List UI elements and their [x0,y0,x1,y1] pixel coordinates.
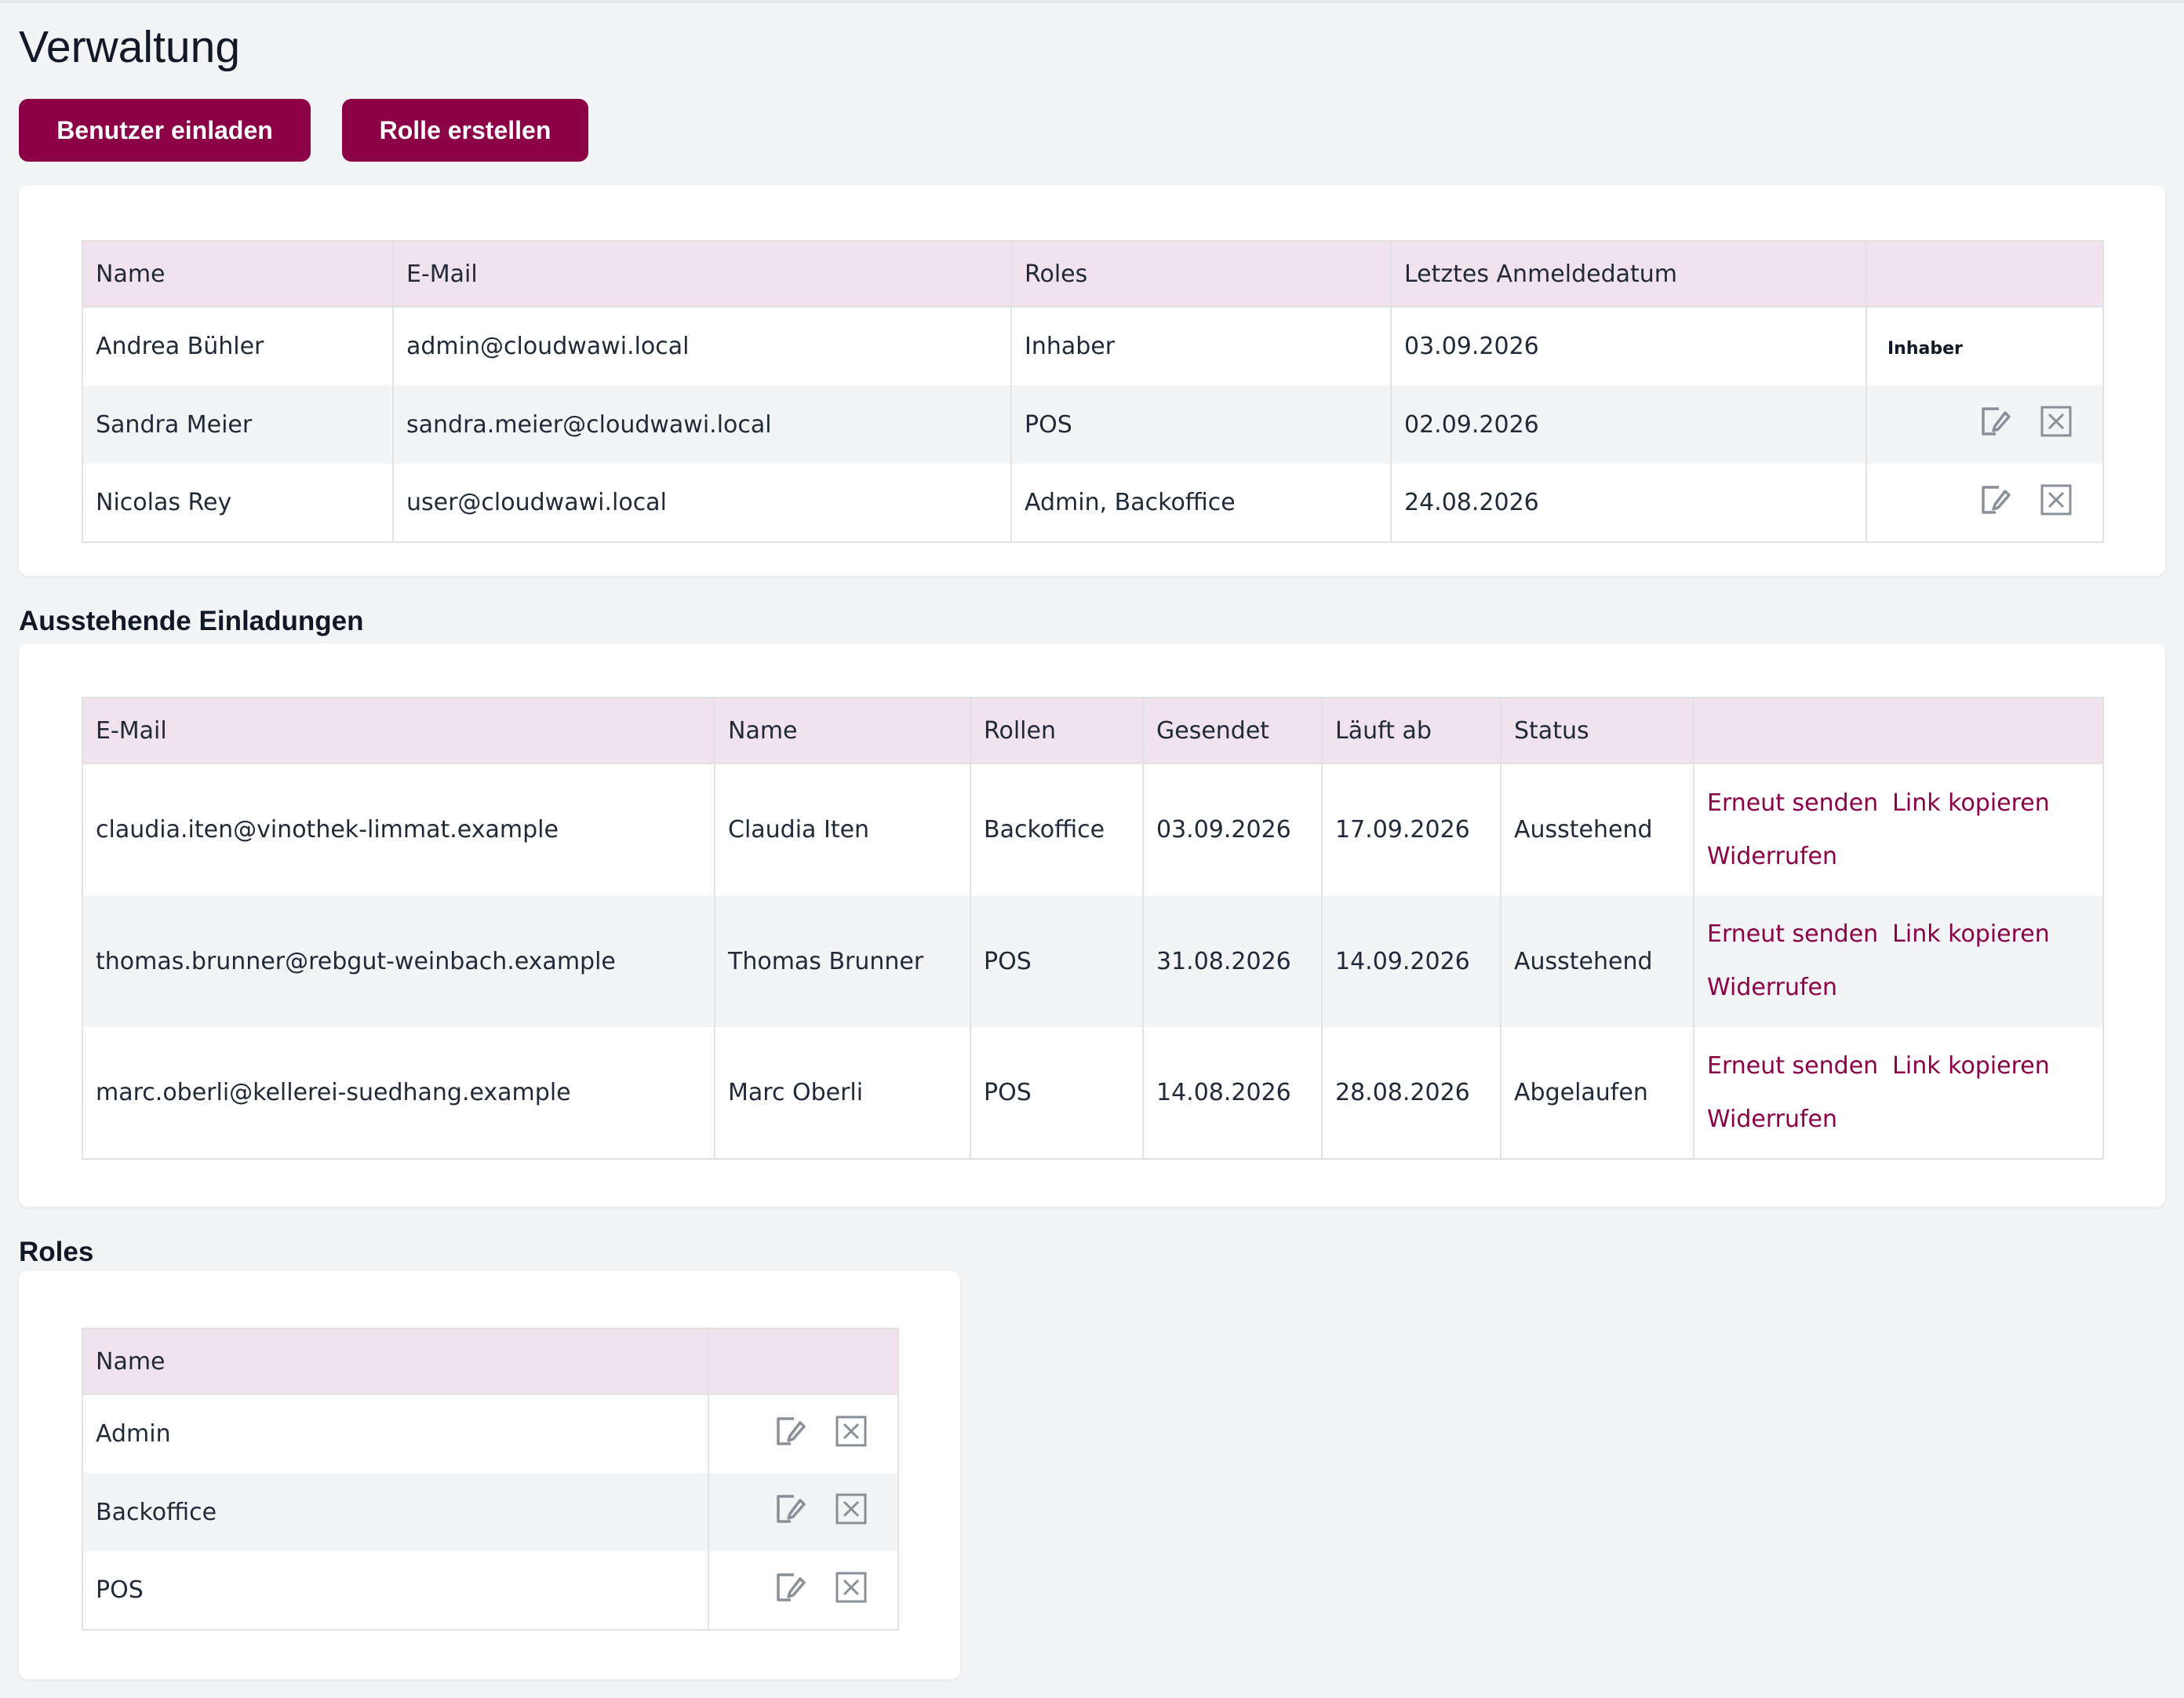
column-header-last-login: Letztes Anmeldedatum [1390,240,1867,308]
column-header-name: Name [714,697,971,764]
copy-link[interactable]: Link kopieren [1892,920,2050,948]
invitation-roles: POS [970,895,1144,1027]
user-last-login: 24.08.2026 [1390,464,1867,543]
copy-link[interactable]: Link kopieren [1892,1051,2050,1080]
delete-icon[interactable] [835,1571,868,1610]
column-header-email: E-Mail [392,240,1012,308]
column-header-name: Name [82,240,394,308]
revoke-link[interactable]: Widerrufen [1707,842,1838,870]
invitation-actions: Erneut senden Link kopieren Widerrufen [1693,895,2104,1027]
column-header-sent: Gesendet [1142,697,1323,764]
column-header-name: Name [82,1328,709,1395]
user-name: Sandra Meier [82,385,394,464]
role-actions [708,1473,899,1551]
user-email: user@cloudwawi.local [392,464,1012,543]
copy-link[interactable]: Link kopieren [1892,789,2050,817]
owner-label: Inhaber [1887,339,1963,359]
role-actions [708,1551,899,1631]
edit-icon[interactable] [772,1569,808,1612]
roles-table: Name Admin Backoffice [82,1328,899,1631]
table-row: Sandra Meier sandra.meier@cloudwawi.loca… [82,385,2104,464]
top-divider [0,0,2184,3]
invitation-actions: Erneut senden Link kopieren Widerrufen [1693,1027,2104,1160]
create-role-button[interactable]: Rolle erstellen [342,99,588,162]
roles-title: Roles [19,1237,94,1267]
user-roles: Admin, Backoffice [1010,464,1392,543]
user-email: sandra.meier@cloudwawi.local [392,385,1012,464]
invitations-table: E-Mail Name Rollen Gesendet Läuft ab Sta… [82,697,2104,1160]
revoke-link[interactable]: Widerrufen [1707,1105,1838,1133]
table-row: Backoffice [82,1473,899,1551]
edit-icon[interactable] [772,1413,808,1456]
users-table: Name E-Mail Roles Letztes Anmeldedatum A… [82,240,2104,543]
delete-icon[interactable] [835,1492,868,1532]
invitation-status: Abgelaufen [1500,1027,1694,1160]
user-roles: Inhaber [1010,307,1392,385]
column-header-expires: Läuft ab [1321,697,1502,764]
table-row: POS [82,1551,899,1631]
column-header-actions [1866,240,2104,308]
edit-icon[interactable] [1977,482,2013,524]
column-header-status: Status [1500,697,1694,764]
role-name: POS [82,1551,709,1631]
role-actions [708,1394,899,1473]
edit-icon[interactable] [1977,403,2013,446]
invitation-name: Claudia Iten [714,763,971,895]
invitation-email: marc.oberli@kellerei-suedhang.example [82,1027,715,1160]
column-header-roles: Rollen [970,697,1144,764]
table-row: Admin [82,1394,899,1473]
delete-icon[interactable] [2040,483,2073,523]
invitation-email: claudia.iten@vinothek-limmat.example [82,763,715,895]
user-actions [1866,385,2104,464]
user-name: Nicolas Rey [82,464,394,543]
delete-icon[interactable] [835,1415,868,1454]
invitation-roles: Backoffice [970,763,1144,895]
invitation-sent: 14.08.2026 [1142,1027,1323,1160]
delete-icon[interactable] [2040,405,2073,444]
user-name: Andrea Bühler [82,307,394,385]
role-name: Backoffice [82,1473,709,1551]
role-name: Admin [82,1394,709,1473]
invitation-actions: Erneut senden Link kopieren Widerrufen [1693,763,2104,895]
user-actions: Inhaber [1866,307,2104,385]
table-row: Nicolas Rey user@cloudwawi.local Admin, … [82,464,2104,543]
invitation-sent: 03.09.2026 [1142,763,1323,895]
page-title: Verwaltung [19,22,241,72]
table-row: marc.oberli@kellerei-suedhang.example Ma… [82,1027,2104,1160]
invite-user-button[interactable]: Benutzer einladen [19,99,311,162]
revoke-link[interactable]: Widerrufen [1707,974,1838,1001]
invitation-name: Thomas Brunner [714,895,971,1027]
column-header-actions [708,1328,899,1395]
roles-header-row: Name [82,1328,899,1395]
invitation-status: Ausstehend [1500,763,1694,895]
invitation-expires: 17.09.2026 [1321,763,1502,895]
table-row: claudia.iten@vinothek-limmat.example Cla… [82,763,2104,895]
table-row: Andrea Bühler admin@cloudwawi.local Inha… [82,307,2104,385]
invitation-status: Ausstehend [1500,895,1694,1027]
table-row: thomas.brunner@rebgut-weinbach.example T… [82,895,2104,1027]
users-header-row: Name E-Mail Roles Letztes Anmeldedatum [82,240,2104,308]
user-last-login: 02.09.2026 [1390,385,1867,464]
invitation-sent: 31.08.2026 [1142,895,1323,1027]
invitation-roles: POS [970,1027,1144,1160]
user-roles: POS [1010,385,1392,464]
user-email: admin@cloudwawi.local [392,307,1012,385]
column-header-roles: Roles [1010,240,1392,308]
invitations-header-row: E-Mail Name Rollen Gesendet Läuft ab Sta… [82,697,2104,764]
column-header-email: E-Mail [82,697,715,764]
invitation-name: Marc Oberli [714,1027,971,1160]
invitation-expires: 14.09.2026 [1321,895,1502,1027]
invitation-expires: 28.08.2026 [1321,1027,1502,1160]
invitation-email: thomas.brunner@rebgut-weinbach.example [82,895,715,1027]
edit-icon[interactable] [772,1491,808,1533]
resend-link[interactable]: Erneut senden [1707,1051,1879,1080]
column-header-actions [1693,697,2104,764]
resend-link[interactable]: Erneut senden [1707,920,1879,948]
resend-link[interactable]: Erneut senden [1707,789,1879,817]
user-actions [1866,464,2104,543]
invitations-title: Ausstehende Einladungen [19,606,364,636]
user-last-login: 03.09.2026 [1390,307,1867,385]
